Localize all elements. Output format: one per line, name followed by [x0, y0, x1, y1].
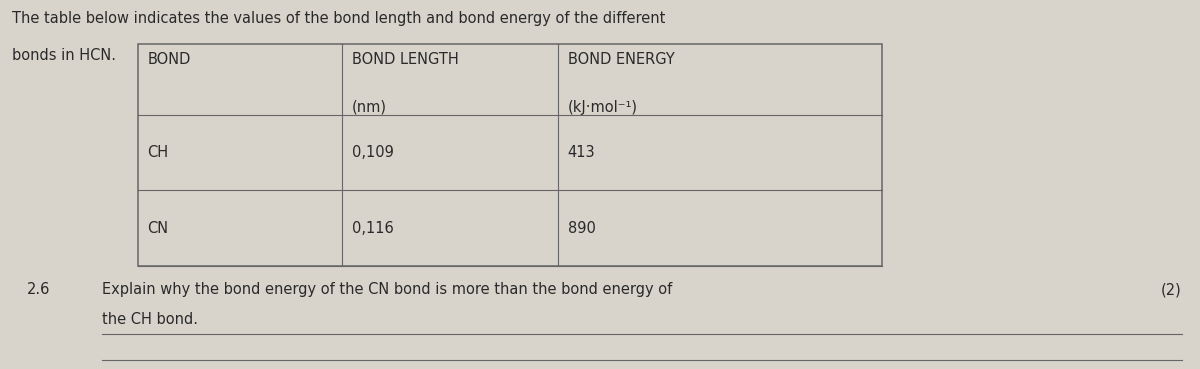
Text: 0,109: 0,109 — [352, 145, 394, 160]
Text: bonds in HCN.: bonds in HCN. — [12, 48, 116, 63]
Text: CN: CN — [148, 221, 169, 235]
Text: BOND: BOND — [148, 52, 191, 67]
Text: (2): (2) — [1162, 282, 1182, 297]
Text: 413: 413 — [568, 145, 595, 160]
Text: (nm): (nm) — [352, 100, 386, 115]
Text: 0,116: 0,116 — [352, 221, 394, 235]
Text: The table below indicates the values of the bond length and bond energy of the d: The table below indicates the values of … — [12, 11, 665, 26]
Text: the CH bond.: the CH bond. — [102, 312, 198, 327]
Text: (kJ·mol⁻¹): (kJ·mol⁻¹) — [568, 100, 637, 115]
Text: 2.6: 2.6 — [26, 282, 49, 297]
Text: BOND ENERGY: BOND ENERGY — [568, 52, 674, 67]
Text: CH: CH — [148, 145, 169, 160]
Text: 890: 890 — [568, 221, 595, 235]
Text: BOND LENGTH: BOND LENGTH — [352, 52, 458, 67]
Text: Explain why the bond energy of the CN bond is more than the bond energy of: Explain why the bond energy of the CN bo… — [102, 282, 672, 297]
